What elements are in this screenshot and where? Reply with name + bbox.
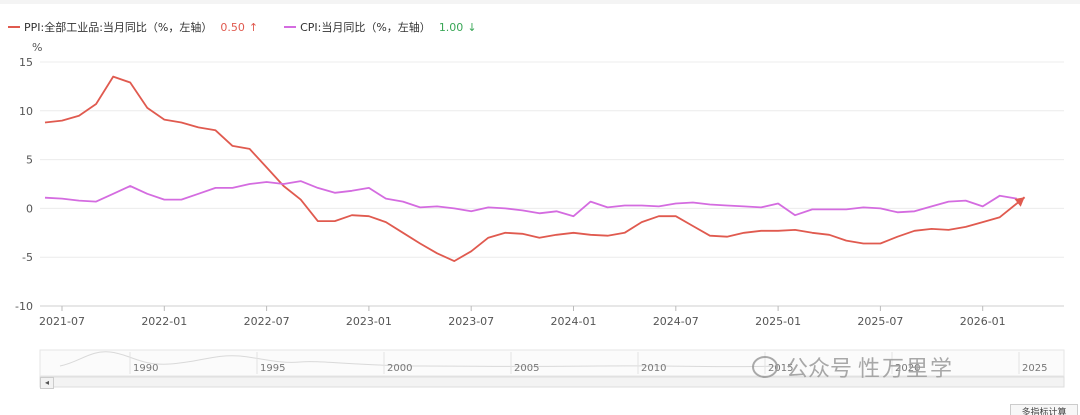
x-tick-label: 2022-01 (141, 315, 187, 328)
top-toolbar-strip (0, 0, 1080, 4)
legend-swatch-cpi (284, 26, 297, 28)
legend-item-cpi[interactable]: CPI:当月同比（%，左轴） 1.00 ↓ (284, 19, 477, 35)
y-axis-unit-label: % (32, 41, 42, 54)
navigator-tick-label: 1995 (260, 363, 285, 374)
x-tick-label: 2024-01 (551, 315, 597, 328)
navigator-tick-label: 1990 (133, 363, 158, 374)
x-tick-label: 2023-07 (448, 315, 494, 328)
watermark-label: 公众号 (786, 357, 853, 382)
legend-value-cpi: 1.00 (438, 20, 464, 34)
x-tick-label: 2024-07 (653, 315, 699, 328)
y-tick-label: 10 (19, 105, 33, 118)
navigator-tick-label: 2015 (768, 363, 793, 374)
watermark-name: 性万里学 (858, 357, 955, 382)
y-tick-label: -5 (22, 251, 33, 264)
multi-indicator-button[interactable]: 多指标计算 (1010, 404, 1078, 415)
navigator-tick-label: 2005 (514, 363, 539, 374)
y-tick-label: 5 (26, 154, 33, 167)
navigator-panel (39, 349, 1065, 377)
x-tick-label: 2026-01 (960, 315, 1006, 328)
legend-label-ppi: PPI:全部工业品:当月同比（%，左轴） (24, 21, 213, 34)
navigator-tick-label: 2010 (641, 363, 666, 374)
x-tick-label: 2023-01 (346, 315, 392, 328)
x-tick-label: 2022-07 (244, 315, 290, 328)
navigator-tick-label: 2025 (1022, 363, 1047, 374)
series-line-ppi (44, 75, 1018, 263)
series-line-cpi (44, 180, 1017, 218)
legend-item-ppi[interactable]: PPI:全部工业品:当月同比（%，左轴） 0.50 ↑ (8, 19, 258, 35)
ppi-arrow-icon (1014, 197, 1025, 207)
watermark: 公众号 性万里学 (752, 352, 954, 382)
legend-value-ppi: 0.50 (220, 20, 245, 34)
wechat-icon (752, 356, 778, 378)
down-arrow-icon: ↓ (467, 20, 477, 34)
legend-swatch-ppi (8, 26, 20, 28)
scroll-left-button[interactable]: ◂ (40, 377, 54, 389)
navigator-tick-label: 2020 (895, 363, 920, 374)
navigator-sparkline (59, 351, 781, 368)
x-tick-label: 2025-07 (857, 315, 903, 328)
x-tick-label: 2021-07 (39, 315, 85, 328)
y-tick-label: 15 (19, 56, 33, 69)
legend-label-cpi: CPI:当月同比（%，左轴） (300, 21, 431, 34)
x-tick-label: 2025-01 (755, 315, 801, 328)
chart-legend: PPI:全部工业品:当月同比（%，左轴） 0.50 ↑ CPI:当月同比（%，左… (8, 18, 503, 36)
y-tick-label: 0 (26, 202, 33, 215)
y-tick-label: -10 (15, 300, 33, 313)
up-arrow-icon: ↑ (248, 20, 259, 34)
navigator-tick-label: 2000 (387, 363, 412, 374)
